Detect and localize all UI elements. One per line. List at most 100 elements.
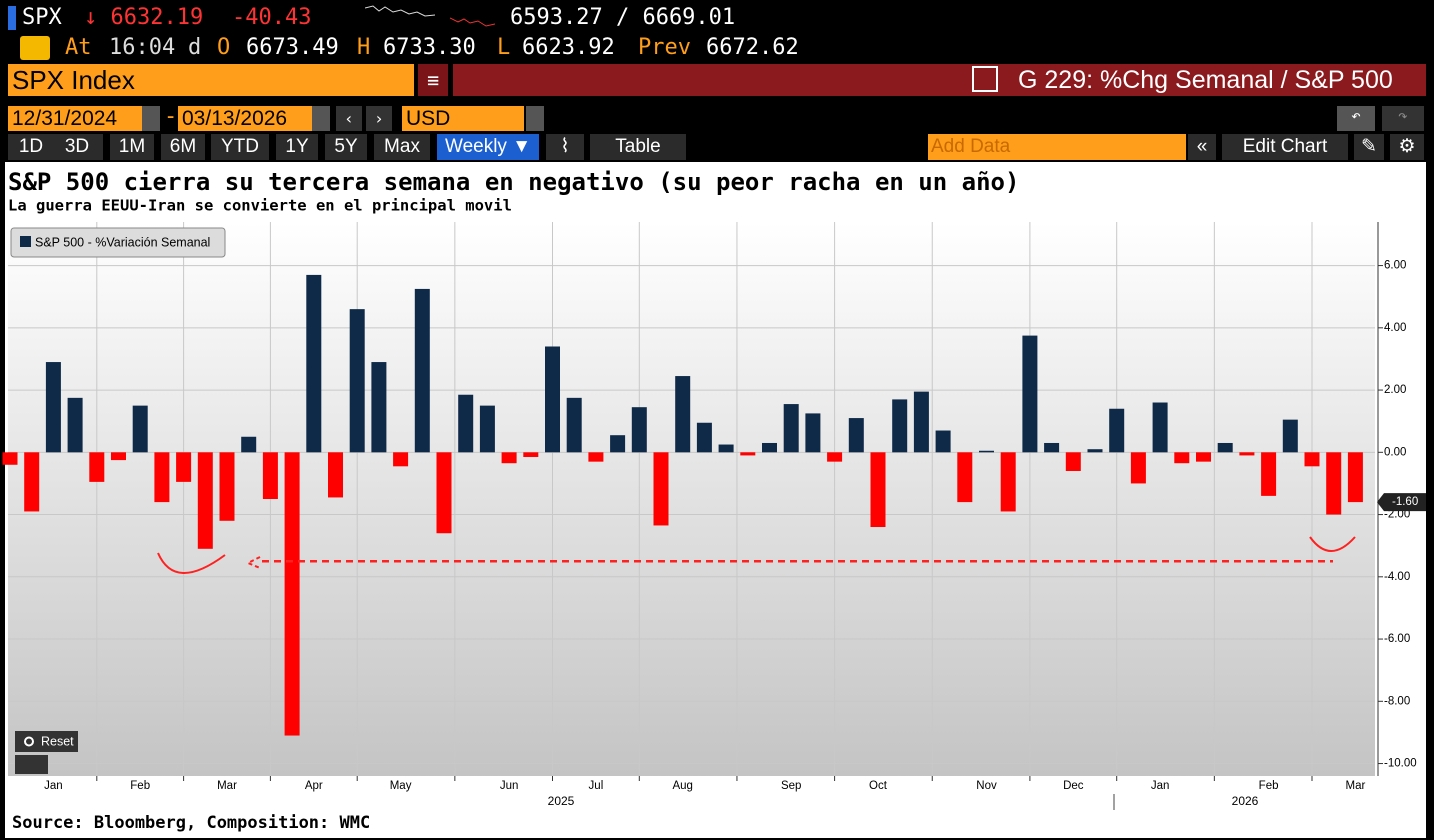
- bar: [718, 444, 734, 453]
- prev: 6672.62: [706, 35, 799, 60]
- bar: [111, 452, 126, 461]
- bar: [566, 397, 582, 453]
- y-tick-label: -2.00: [1384, 509, 1410, 521]
- reset-button[interactable]: [15, 731, 78, 752]
- ticker: SPX: [22, 5, 62, 30]
- security-menu[interactable]: ≡: [418, 64, 448, 96]
- period-button[interactable]: YTD: [211, 134, 269, 160]
- x-tick-label: Jul: [589, 780, 604, 792]
- bar: [631, 407, 647, 453]
- at-label: At: [65, 35, 92, 60]
- plot-area: [8, 222, 1375, 776]
- currency[interactable]: USD: [402, 106, 524, 131]
- period-button[interactable]: 3D: [51, 134, 103, 160]
- settings[interactable]: ⚙: [1390, 134, 1424, 160]
- high: 6733.30: [383, 35, 476, 60]
- next-button[interactable]: ›: [366, 106, 392, 131]
- undo[interactable]: ↶: [1337, 106, 1375, 131]
- calendar[interactable]: [312, 106, 330, 131]
- x-tick-label: Feb: [130, 780, 150, 792]
- bar: [45, 362, 61, 453]
- y-tick-label: -4.00: [1384, 571, 1410, 583]
- bar: [132, 405, 148, 453]
- gauge-icon: [20, 36, 50, 60]
- frequency[interactable]: Weekly ▼: [437, 134, 539, 160]
- mini-chart-button[interactable]: [15, 755, 48, 774]
- bar: [284, 452, 300, 736]
- prev-button[interactable]: ‹: [336, 106, 362, 131]
- security-input[interactable]: SPX Index: [8, 64, 414, 96]
- function-title: G 229: %Chg Semanal / S&P 500: [1018, 66, 1393, 94]
- bar: [306, 274, 322, 453]
- y-tick-label: 0.00: [1384, 446, 1406, 458]
- chart-type[interactable]: ⌇: [546, 134, 584, 160]
- y-tick-label: -10.00: [1384, 758, 1417, 770]
- start-date[interactable]: 12/31/2024: [8, 106, 142, 131]
- bar: [653, 452, 669, 526]
- edit-chart[interactable]: Edit Chart: [1222, 134, 1348, 160]
- y-tick-label: 6.00: [1384, 260, 1406, 272]
- source: Source: Bloomberg, Composition: WMC: [12, 813, 370, 833]
- open-label: O: [217, 35, 231, 60]
- bar: [740, 452, 756, 456]
- redo[interactable]: ↷: [1382, 106, 1424, 131]
- bar: [1022, 335, 1038, 453]
- reset-label[interactable]: Reset: [41, 734, 74, 748]
- price: ↓ 6632.19: [84, 5, 204, 30]
- bar: [610, 435, 626, 453]
- open: 6673.49: [246, 35, 339, 60]
- low-label: L: [497, 35, 511, 60]
- period-button[interactable]: Max: [374, 134, 430, 160]
- bar: [1347, 452, 1363, 503]
- bar: [414, 288, 430, 453]
- last-value-label: -1.60: [1392, 496, 1418, 508]
- bar: [197, 452, 213, 549]
- bar: [783, 404, 799, 453]
- bar: [328, 452, 343, 498]
- bar: [1217, 442, 1233, 453]
- bar: [1065, 452, 1081, 471]
- year-label: 2025: [548, 794, 575, 808]
- bar: [1174, 452, 1190, 464]
- d-label: d: [188, 35, 202, 60]
- add-data[interactable]: Add Data: [928, 134, 1186, 160]
- x-tick-label: Mar: [1345, 780, 1365, 792]
- bar: [805, 413, 821, 453]
- bar: [371, 362, 387, 453]
- calendar[interactable]: [142, 106, 160, 131]
- bar: [89, 452, 105, 482]
- period-button[interactable]: 1M: [110, 134, 154, 160]
- period-button[interactable]: 6M: [161, 134, 205, 160]
- prev-label: Prev: [638, 35, 691, 60]
- bar: [588, 452, 604, 462]
- change: -40.43: [232, 5, 312, 30]
- period-button[interactable]: 1Y: [276, 134, 318, 160]
- bar: [1000, 452, 1016, 512]
- table-button[interactable]: Table: [590, 134, 686, 160]
- x-tick-label: Mar: [217, 780, 237, 792]
- popout-icon[interactable]: [972, 66, 998, 92]
- currency-menu[interactable]: [526, 106, 544, 131]
- x-tick-label: Aug: [672, 780, 692, 792]
- bar: [1044, 442, 1060, 453]
- chart-title: S&P 500 cierra su tercera semana en nega…: [8, 168, 1019, 196]
- function-bar: [453, 64, 1426, 96]
- x-tick-label: Jan: [44, 780, 63, 792]
- end-date[interactable]: 03/13/2026: [178, 106, 312, 131]
- bar: [1326, 452, 1342, 515]
- period-button[interactable]: 1D: [8, 134, 54, 160]
- annotation-arrow: [245, 556, 261, 569]
- collapse[interactable]: «: [1188, 134, 1216, 160]
- year-label: 2026: [1232, 794, 1259, 808]
- date-separator: -: [164, 104, 178, 129]
- bar: [675, 376, 691, 453]
- period-button[interactable]: 5Y: [325, 134, 367, 160]
- draw-tool[interactable]: ✎: [1354, 134, 1384, 160]
- bar: [262, 452, 278, 499]
- bar: [241, 436, 257, 453]
- x-tick-label: Jun: [500, 780, 519, 792]
- bar: [1239, 452, 1255, 456]
- bar: [1109, 408, 1125, 453]
